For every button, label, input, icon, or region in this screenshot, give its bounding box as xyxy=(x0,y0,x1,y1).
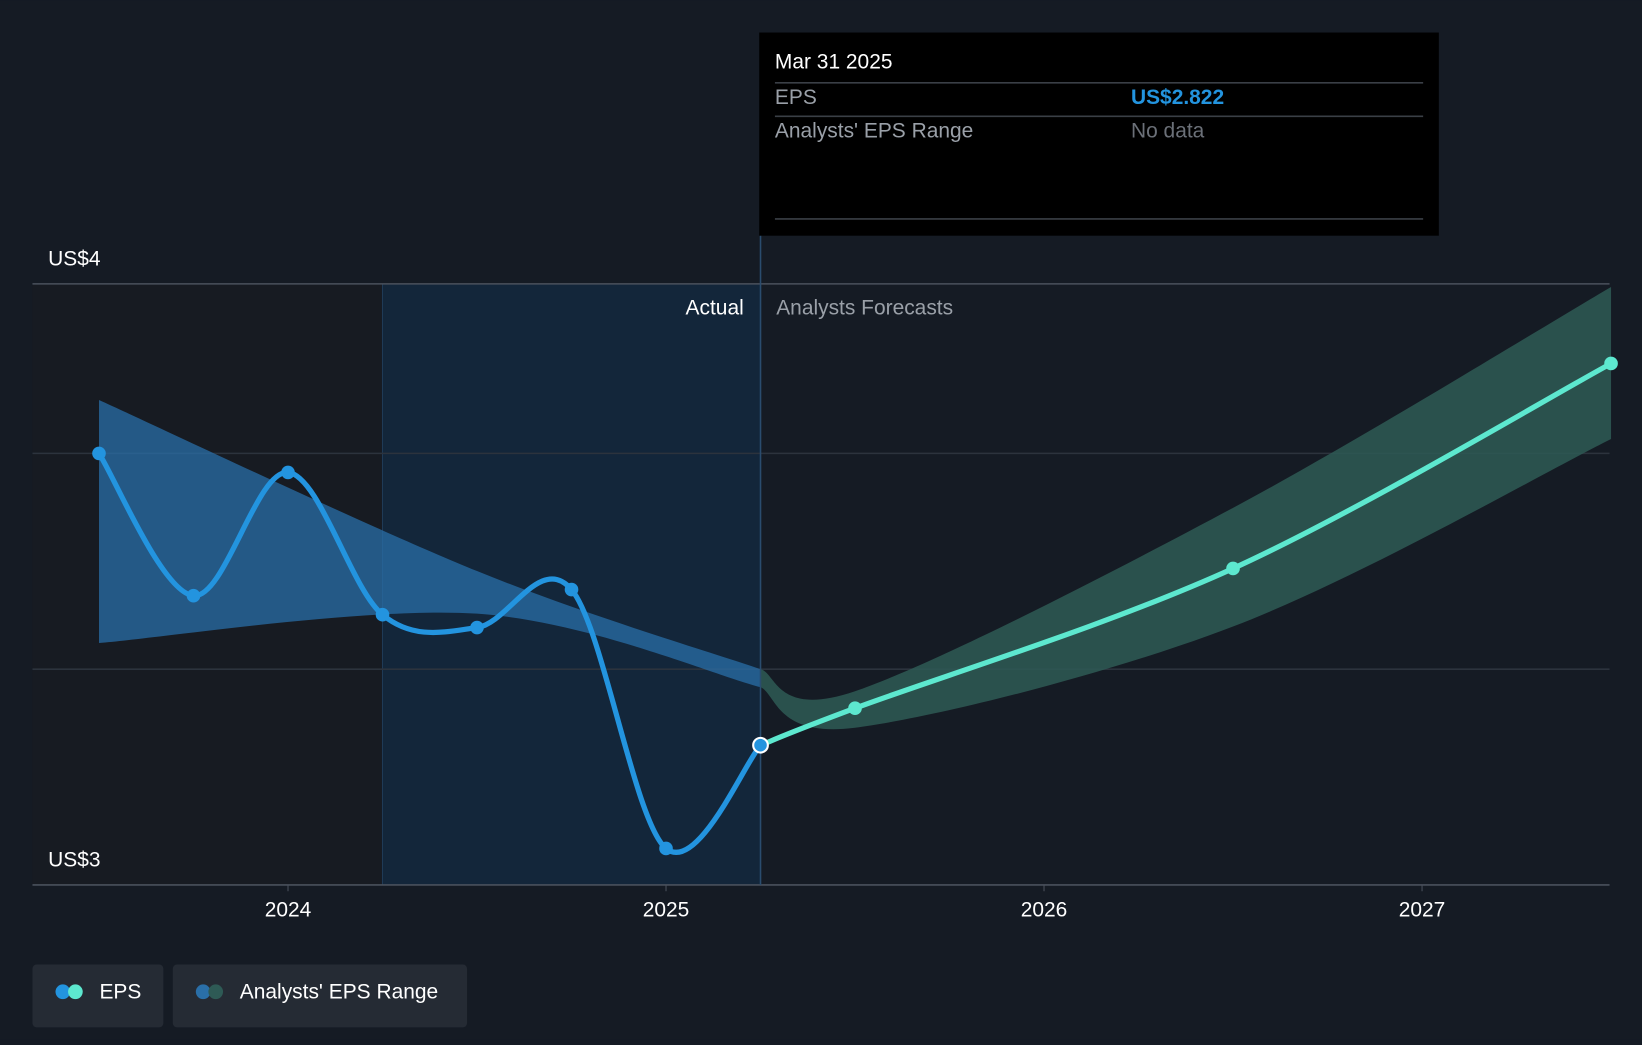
x-tick-label: 2027 xyxy=(1399,899,1446,922)
eps-point xyxy=(92,446,106,461)
legend-swatch xyxy=(208,984,224,1000)
tooltip-box xyxy=(759,32,1439,236)
eps-point xyxy=(752,736,769,754)
legend-label: EPS xyxy=(99,980,141,1003)
legend-label: Analysts' EPS Range xyxy=(240,980,438,1003)
legend-item[interactable]: EPS xyxy=(32,964,164,1028)
eps-point xyxy=(470,620,484,635)
legend-swatch xyxy=(55,984,71,1000)
tooltip-row-label: EPS xyxy=(775,86,817,109)
x-tick-label: 2024 xyxy=(265,899,312,922)
tooltip-title: Mar 31 2025 xyxy=(775,50,893,73)
x-tick-label: 2025 xyxy=(643,899,690,922)
section-label-forecast: Analysts Forecasts xyxy=(776,297,953,320)
tooltip-row-value: US$2.822 xyxy=(1131,86,1224,109)
legend-item[interactable]: Analysts' EPS Range xyxy=(172,964,468,1028)
legend-swatch xyxy=(68,984,83,1000)
section-label-actual: Actual xyxy=(686,297,744,320)
eps-point xyxy=(1226,561,1240,576)
eps-range-band xyxy=(760,286,1612,730)
eps-point xyxy=(186,588,201,603)
eps-point xyxy=(375,607,390,622)
tooltip: Mar 31 2025 EPS US$2.822 Analysts' EPS Rang… xyxy=(759,32,1439,236)
y-tick-label: US$3 xyxy=(48,848,100,871)
y-tick-label: US$4 xyxy=(48,247,101,270)
eps-line xyxy=(757,360,1614,748)
eps-point xyxy=(281,465,295,480)
eps-line xyxy=(96,450,764,855)
eps-range-band xyxy=(98,399,761,688)
tooltip-row-label: Analysts' EPS Range xyxy=(775,120,973,143)
tooltip-row-value: No data xyxy=(1131,120,1205,143)
eps-point xyxy=(564,582,579,597)
eps-point xyxy=(848,701,862,716)
eps-point xyxy=(1604,356,1618,371)
legend-box xyxy=(172,964,468,1028)
legend-swatch xyxy=(195,984,211,1000)
x-tick-label: 2026 xyxy=(1021,899,1068,922)
eps-point xyxy=(659,841,673,856)
legend-box xyxy=(32,964,164,1028)
